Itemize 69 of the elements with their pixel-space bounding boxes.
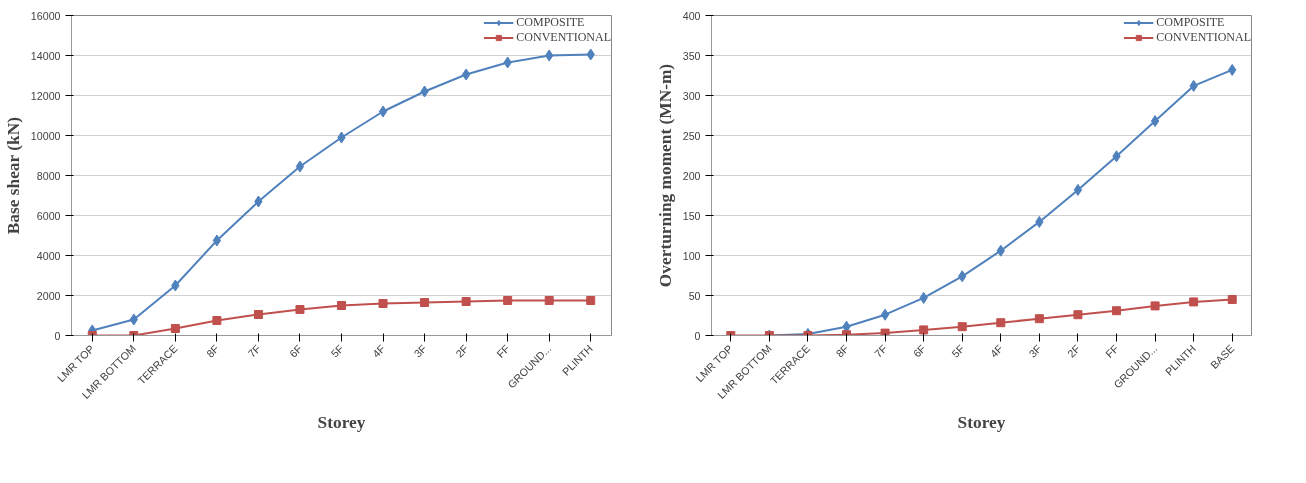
x-tick-label: 4F [370, 341, 388, 360]
y-tick-label: 12000 [30, 89, 61, 102]
point [1073, 183, 1083, 196]
point [880, 328, 890, 336]
point [420, 298, 430, 307]
point [378, 105, 388, 118]
x-tick-label: 6F [286, 341, 305, 360]
y-tick-label: 150 [682, 209, 701, 222]
x-tick-label: 7F [245, 341, 264, 360]
point [1073, 310, 1083, 320]
point [295, 305, 305, 314]
y-tick-label: 200 [682, 169, 701, 182]
x-tick-label: FF [494, 341, 513, 360]
point [503, 296, 513, 305]
y-tick-label: 250 [682, 129, 701, 142]
y-tick-label: 16000 [30, 9, 61, 22]
y-tick-label: 0 [54, 329, 61, 342]
point [1112, 306, 1121, 316]
y-tick-label: 14000 [30, 49, 61, 62]
legend-label: CONVENTIONAL [516, 30, 611, 45]
legend-label: COMPOSITE [1156, 15, 1225, 30]
point [957, 322, 967, 332]
point [295, 160, 305, 173]
x-tick-label: 2F [453, 341, 471, 360]
y-tick-label: 0 [694, 329, 701, 342]
y-tick-label: 8000 [36, 169, 61, 182]
legend-label: COMPOSITE [516, 15, 585, 30]
x-tick-label: 3F [1026, 341, 1044, 360]
point [586, 296, 596, 305]
x-tick-label: 3F [411, 341, 430, 360]
point [919, 325, 929, 335]
x-tick-label: 4F [987, 341, 1006, 360]
x-axis-title: Storey [957, 413, 1006, 433]
point [1034, 314, 1044, 324]
y-axis-title: Overturning moment (MN-m) [655, 63, 675, 288]
y-tick-label: 4000 [36, 249, 61, 262]
point [544, 296, 554, 305]
point [253, 310, 263, 319]
x-axis-title: Storey [317, 413, 366, 433]
point [1150, 115, 1160, 128]
point [880, 308, 890, 321]
x-tick-label: 6F [910, 341, 929, 360]
y-tick-label: 350 [682, 49, 701, 62]
x-tick-label: 7F [872, 341, 890, 360]
y-tick-label: 6000 [36, 209, 61, 222]
point [461, 68, 471, 81]
x-tick-label: 2F [1064, 341, 1083, 360]
point [212, 234, 222, 247]
point [170, 324, 180, 333]
point [1150, 301, 1160, 311]
y-tick-label: 10000 [30, 129, 61, 142]
point [1189, 297, 1199, 307]
y-tick-label: 50 [688, 289, 701, 302]
y-tick-label: 100 [682, 249, 701, 262]
point [378, 299, 388, 308]
x-tick-label: 8F [833, 341, 852, 360]
y-tick-label: 300 [682, 89, 701, 102]
x-tick-label: 5F [949, 341, 967, 360]
x-tick-label: 5F [328, 341, 347, 360]
y-axis-title: Base shear (kN) [3, 116, 23, 235]
point [337, 301, 346, 310]
point [996, 318, 1006, 328]
point [1227, 295, 1237, 304]
x-tick-label: 8F [203, 341, 222, 360]
y-tick-label: 2000 [36, 289, 61, 302]
y-tick-label: 400 [682, 9, 701, 22]
point [461, 297, 471, 306]
legend-label: CONVENTIONAL [1156, 30, 1251, 45]
point [212, 316, 222, 325]
